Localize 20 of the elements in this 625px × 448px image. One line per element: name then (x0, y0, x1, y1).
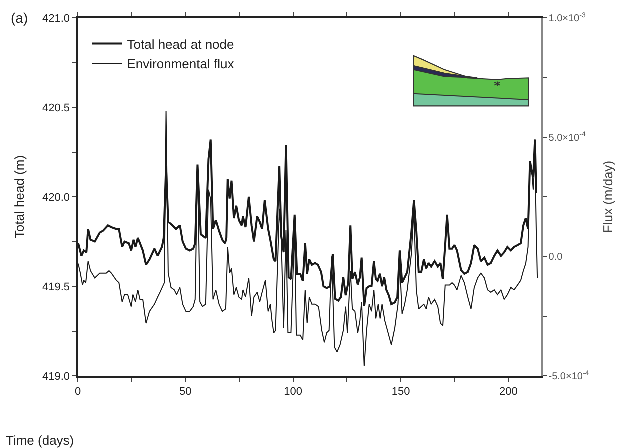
y-tick-label: 420.0 (42, 192, 70, 204)
y2-tick-label: 1.0×10$^{-3}$ (548, 12, 586, 24)
x-tick-label: 0 (74, 386, 82, 398)
x-axis-title: Time (days) (6, 433, 74, 448)
y-tick-label: 420.5 (42, 102, 70, 114)
legend-label: Environmental flux (127, 56, 235, 72)
legend-label: Total head at node (127, 36, 234, 52)
y-tick-label: 419.0 (42, 370, 70, 383)
x-tick-label: 100 (284, 386, 303, 398)
y-tick-label: 419.5 (42, 281, 70, 294)
y2-tick-label: 0.0 (548, 252, 564, 264)
x-tick-label: 200 (500, 386, 518, 398)
y2-axis-title: Flux (m/day) (600, 160, 616, 234)
x-tick-label: 50 (180, 386, 192, 398)
y-tick-label: 421.0 (42, 12, 70, 25)
text: (a) (11, 10, 28, 26)
y-axis-title: Total head (m) (12, 155, 27, 239)
x-tick-label: 150 (392, 386, 410, 398)
y2-tick-label: 5.0×10$^{-4}$ (548, 132, 586, 144)
y2-tick-label: -5.0×10$^{-4}$ (548, 370, 590, 382)
